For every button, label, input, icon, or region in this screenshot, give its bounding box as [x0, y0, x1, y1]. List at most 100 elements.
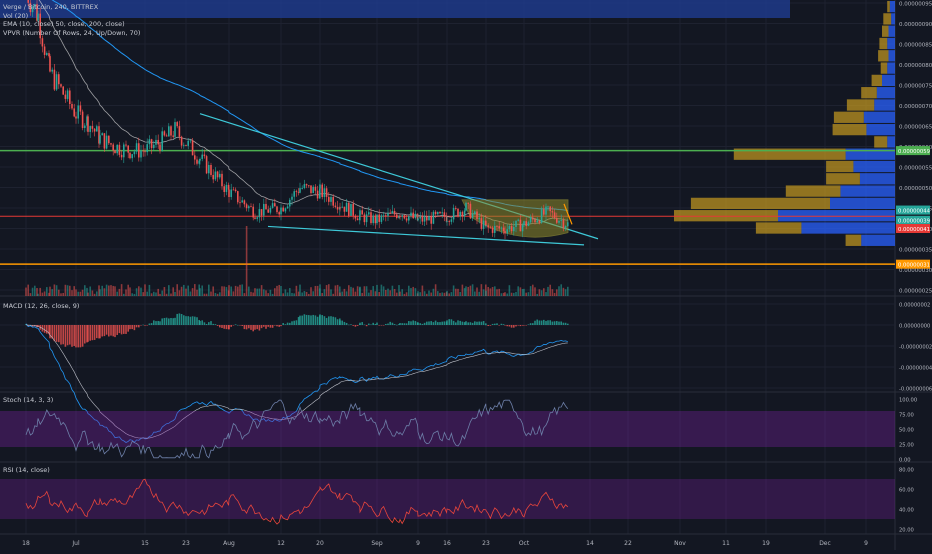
- macd-histogram-bar: [567, 323, 569, 325]
- macd-histogram-bar: [157, 320, 159, 325]
- candle-body: [62, 86, 64, 95]
- candle-body: [73, 108, 75, 117]
- volume-bar: [73, 286, 75, 296]
- macd-histogram-bar: [99, 325, 101, 339]
- volume-bar: [368, 292, 370, 296]
- candle-body: [66, 90, 69, 99]
- y-tick-label: 60.00: [899, 488, 914, 494]
- macd-histogram-bar: [545, 320, 547, 325]
- candle-body: [439, 212, 441, 214]
- vpvr-down-bar: [832, 123, 867, 136]
- candle-body: [27, 0, 29, 3]
- macd-histogram-bar: [127, 325, 129, 332]
- macd-histogram-bar: [69, 325, 71, 345]
- candle-body: [53, 69, 56, 90]
- volume-bar: [316, 285, 319, 296]
- candle-body: [376, 214, 378, 224]
- candle-body: [504, 231, 506, 234]
- price-label: 0.00000041: [898, 227, 930, 233]
- macd-histogram-bar: [98, 325, 100, 339]
- volume-bar: [64, 284, 67, 296]
- volume-bar: [271, 293, 274, 296]
- macd-histogram-bar: [185, 316, 187, 325]
- candles: [27, 0, 569, 240]
- stoch-label[interactable]: Stoch (14, 3, 3): [3, 396, 54, 404]
- macd-histogram-bar: [269, 325, 272, 328]
- candle-body: [538, 220, 541, 223]
- volume-indicator-label[interactable]: Vol (20): [3, 11, 29, 20]
- volume-bar: [387, 288, 389, 296]
- macd-histogram-bar: [77, 325, 79, 348]
- price-label-bg: [896, 146, 930, 156]
- volume-bar: [405, 292, 408, 296]
- macd-histogram-bar: [37, 325, 39, 327]
- candle-body: [452, 207, 455, 220]
- vpvr-up-bar: [840, 185, 895, 197]
- volume-bar: [93, 293, 96, 296]
- volume-bar: [323, 289, 326, 296]
- volume-bar: [245, 226, 248, 296]
- volume-bar: [75, 289, 77, 296]
- macd-histogram-bar: [396, 324, 398, 326]
- candle-body: [187, 140, 189, 146]
- candle-body: [465, 202, 467, 211]
- macd-histogram-bar: [199, 320, 201, 325]
- macd-histogram-bar: [540, 320, 543, 325]
- macd-label[interactable]: MACD (12, 26, close, 9): [3, 302, 80, 310]
- macd-histogram-bar: [547, 320, 549, 325]
- volume-bar: [439, 292, 441, 296]
- vpvr-indicator-label[interactable]: VPVR (Number Of Rows, 24, Up/Down, 70): [3, 28, 141, 37]
- macd-histogram-bar: [465, 321, 467, 325]
- macd-histogram-bar: [412, 320, 414, 325]
- ema-indicator-label[interactable]: EMA (10, close) 50, close, 200, close): [3, 20, 125, 28]
- vpvr-up-bar: [801, 222, 895, 234]
- macd-histogram-bar: [105, 325, 108, 335]
- rsi-label[interactable]: RSI (14, close): [3, 466, 50, 474]
- y-tick-label: 0.00000075: [899, 84, 932, 90]
- volume-bar: [519, 287, 522, 296]
- macd-histogram-bar: [474, 321, 476, 325]
- volume-bar: [256, 288, 258, 296]
- candle-body: [356, 218, 359, 221]
- volume-bar: [508, 285, 511, 296]
- candle-body: [116, 144, 118, 154]
- candle-body: [523, 221, 525, 226]
- macd-histogram-bar: [382, 325, 385, 326]
- macd-histogram-bar: [553, 321, 556, 325]
- candle-body: [39, 13, 41, 39]
- macd-histogram-bar: [144, 325, 146, 326]
- vpvr-down-bar: [871, 74, 882, 87]
- macd-histogram-bar: [361, 322, 363, 325]
- macd-histogram-bar: [203, 322, 206, 325]
- symbol-title[interactable]: Verge / Bitcoin, 240, BITTREX: [3, 3, 99, 11]
- candle-body: [150, 139, 153, 149]
- volume-bar: [210, 291, 212, 296]
- candle-body: [374, 215, 377, 224]
- volume-bar: [553, 292, 556, 296]
- vpvr-up-bar: [866, 123, 895, 136]
- volume-bar: [356, 286, 359, 296]
- macd-histogram-bar: [319, 314, 321, 325]
- candle-body: [125, 144, 127, 146]
- candle-body: [196, 159, 198, 164]
- volume-bar: [282, 293, 284, 296]
- macd-histogram-bar: [58, 325, 60, 343]
- macd-histogram-bar: [223, 325, 225, 329]
- volume-bar: [465, 286, 467, 296]
- macd-histogram-bar: [286, 322, 289, 325]
- macd-histogram-bar: [564, 322, 567, 325]
- macd-histogram-bar: [284, 324, 287, 325]
- candle-body: [101, 133, 103, 136]
- macd-histogram-bar: [356, 325, 359, 326]
- vpvr-down-bar: [882, 25, 889, 37]
- candle-body: [498, 226, 500, 229]
- macd-histogram-bar: [419, 323, 421, 325]
- volume-bar: [339, 286, 341, 296]
- volume-bar: [348, 285, 350, 296]
- grid-lines: [25, 0, 867, 534]
- candle-body: [491, 227, 494, 233]
- macd-histogram-bar: [161, 318, 163, 325]
- candle-body: [146, 144, 148, 153]
- macd-histogram-bar: [120, 325, 123, 335]
